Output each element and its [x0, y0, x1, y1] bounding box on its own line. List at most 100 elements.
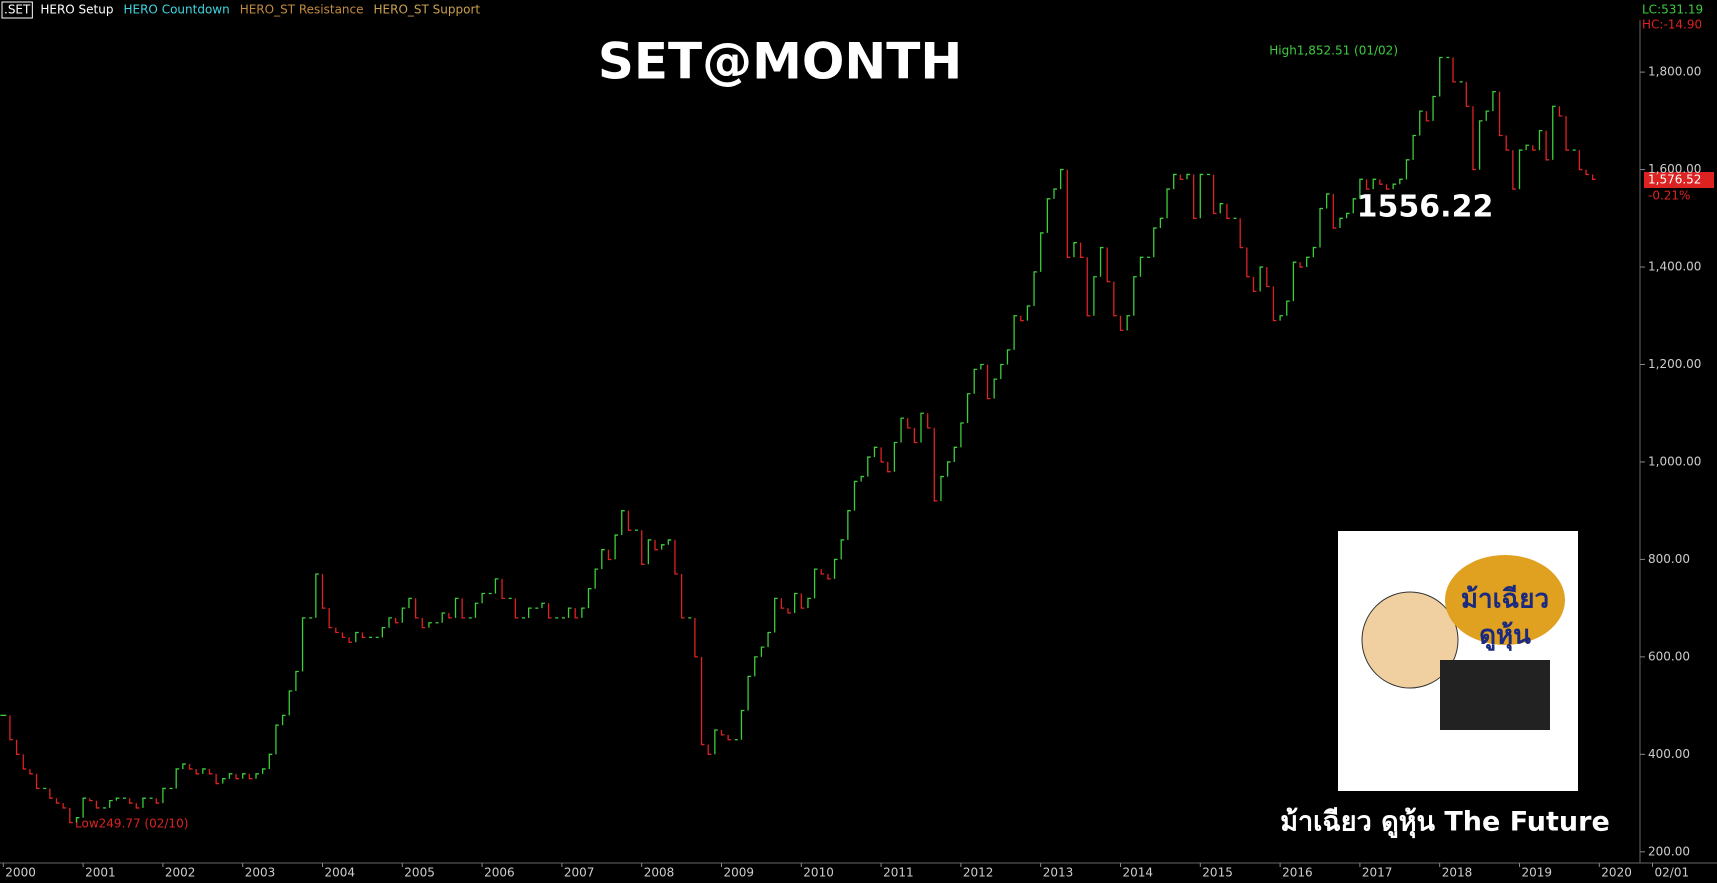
price-bar [980, 363, 984, 370]
price-bar [674, 539, 678, 575]
price-bar [228, 773, 233, 779]
y-tick-label: 1,200.00 [1648, 357, 1701, 371]
x-tick-label: 2012 [963, 866, 994, 880]
price-bar [49, 788, 53, 799]
price-bar [1133, 276, 1137, 316]
price-bar [115, 797, 120, 801]
price-bar [1259, 266, 1264, 292]
price-bar [641, 530, 645, 565]
price-bar [1399, 178, 1403, 185]
price-bar [1173, 173, 1177, 190]
price-bar [454, 597, 459, 618]
price-bar [1159, 217, 1164, 229]
price-bar [1392, 183, 1397, 190]
price-bar [1412, 134, 1417, 160]
price-bar [547, 603, 552, 619]
price-bar [1219, 203, 1224, 214]
price-bar [9, 715, 13, 741]
toolbar-item: HERO Countdown [123, 3, 229, 17]
price-bar [966, 393, 971, 423]
price-bar [1286, 300, 1290, 316]
price-bar [1379, 179, 1383, 185]
symbol-box [1, 1, 33, 19]
price-bar [541, 602, 545, 609]
price-bar [89, 798, 93, 802]
logo-dragon [1445, 555, 1565, 645]
price-bar [494, 578, 499, 594]
price-bar [255, 773, 259, 779]
price-bar [647, 539, 652, 565]
price-bar [428, 622, 432, 628]
price-bar [401, 607, 406, 623]
price-bar [720, 729, 725, 736]
price-bar [813, 568, 818, 599]
price-bar [1485, 110, 1490, 121]
y-tick-label: 1,600.00 [1648, 162, 1701, 176]
x-tick-label: 2009 [724, 866, 755, 880]
x-tick-label: 2015 [1202, 866, 1233, 880]
price-bar [1073, 242, 1077, 258]
price-bar [1266, 267, 1270, 288]
level-label: 1556.22 [1357, 190, 1494, 225]
price-bar [1033, 271, 1038, 307]
price-bar [421, 617, 426, 629]
x-tick-label: 2014 [1123, 866, 1154, 880]
price-bar [680, 574, 685, 619]
y-tick-label: 1,000.00 [1648, 454, 1701, 468]
price-bar [1419, 110, 1423, 136]
price-bar [1538, 129, 1543, 151]
price-bar [514, 598, 519, 619]
price-bar [873, 446, 878, 458]
price-bar [1186, 173, 1190, 180]
price-bar [1452, 57, 1456, 83]
price-bar [35, 773, 40, 790]
price-bar [827, 574, 831, 580]
price-bar [222, 778, 226, 784]
price-bar [1246, 247, 1250, 278]
price-bar [414, 598, 419, 619]
price-bar [1006, 349, 1011, 365]
price-bar [55, 798, 60, 804]
y-tick-label: 400.00 [1648, 747, 1690, 761]
x-tick-label: 2011 [883, 866, 914, 880]
price-bar [993, 378, 998, 399]
price-bar [268, 753, 273, 769]
price-bar [1592, 174, 1596, 180]
logo-text: ดูหุ้น [1479, 621, 1531, 652]
price-bar [621, 510, 625, 536]
price-bar [973, 368, 978, 394]
toolbar-item: .SET [4, 3, 31, 17]
price-bar [1126, 315, 1131, 331]
price-bar [727, 734, 732, 741]
x-tick-label: 2002 [165, 866, 196, 880]
price-bar [62, 803, 67, 809]
price-bar [601, 549, 605, 570]
last-price-box [1644, 172, 1714, 188]
price-bar [1166, 188, 1171, 219]
price-bar [1385, 184, 1390, 190]
price-bar [1306, 256, 1310, 268]
price-bar [920, 412, 924, 443]
price-bar [1099, 246, 1104, 277]
x-tick-label: 2016 [1282, 866, 1313, 880]
x-tick-label: 2010 [803, 866, 834, 880]
price-bar [594, 568, 599, 589]
price-bar [1040, 232, 1044, 272]
y-tick-label: 1,800.00 [1648, 65, 1701, 79]
price-bar [1558, 106, 1563, 117]
price-bar [767, 631, 772, 648]
price-bar [528, 607, 532, 618]
price-bar [927, 413, 931, 429]
price-bar [262, 768, 266, 774]
price-bar [175, 768, 180, 789]
price-bar [135, 803, 140, 809]
price-bar [22, 754, 27, 770]
price-bar [1525, 144, 1530, 151]
price-bar [1066, 169, 1071, 258]
price-bar [860, 475, 865, 482]
price-bar [235, 773, 240, 780]
price-bar [794, 592, 798, 614]
price-bar [1079, 242, 1084, 258]
price-bar [1512, 150, 1516, 190]
